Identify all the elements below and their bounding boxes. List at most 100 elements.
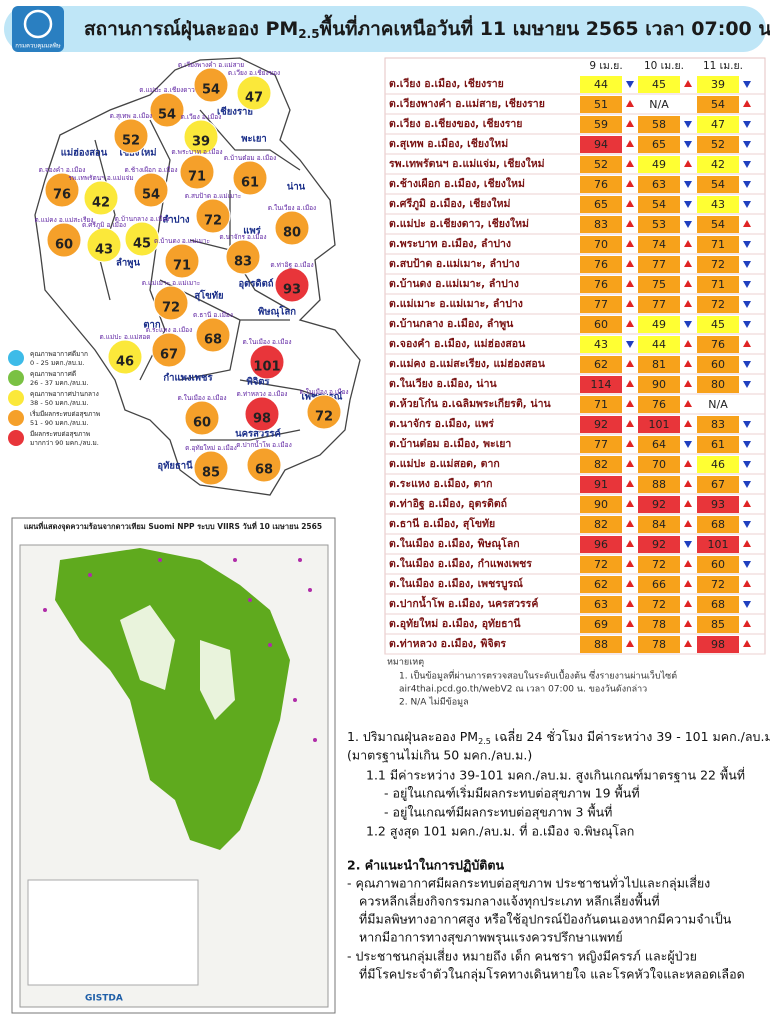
forest-area	[55, 548, 290, 850]
station-label: ต.สบป้าด อ.แม่เมาะ	[185, 192, 242, 200]
cell-bg	[697, 96, 739, 113]
cell-value: 90	[652, 378, 666, 391]
legend-range: มากกว่า 90 มคก./ลบ.ม.	[30, 439, 99, 447]
cell-value: 52	[711, 138, 725, 151]
trend-arrow	[684, 541, 692, 548]
cell-bg	[638, 636, 680, 653]
province-label: แพร่	[243, 226, 261, 237]
station-label: ต.ในเมือง อ.เมือง	[177, 394, 226, 402]
legend-swatch	[8, 410, 24, 426]
trend-arrow	[684, 181, 692, 188]
cell-value: 65	[652, 138, 666, 151]
cell-bg	[580, 256, 622, 273]
trend-arrow	[743, 500, 751, 507]
trend-arrow	[684, 520, 692, 527]
aqi-value: 72	[315, 410, 333, 425]
cell-value: 60	[711, 558, 725, 571]
cell-value: 84	[652, 518, 666, 531]
trend-arrow	[684, 160, 692, 167]
aqi-bubble	[306, 394, 342, 430]
trend-arrow	[626, 640, 634, 647]
station-label: ต.เวียง อ.เมือง	[181, 113, 222, 121]
aqi-value: 80	[283, 226, 301, 241]
cell-value: 69	[594, 618, 608, 631]
trend-arrow	[743, 181, 751, 188]
summary-first: 1. ปริมาณฝุ่นละออง PM2.5 เฉลี่ย 24 ชั่วโ…	[347, 728, 770, 746]
trend-arrow	[626, 200, 634, 207]
cell-bg	[580, 396, 622, 413]
logo-text: กรมควบคุมมลพิษ	[15, 43, 61, 50]
cell-bg	[697, 316, 739, 333]
cell-bg	[580, 556, 622, 573]
cell-bg	[638, 516, 680, 533]
station-label: ต.ท่าหลวง อ.เมือง	[237, 390, 288, 398]
map-layer: แม่ฮ่องสอน เชียงใหม่เชียงรายพะเยาน่านลำปา…	[8, 61, 349, 486]
cell-bg	[580, 636, 622, 653]
aqi-value: 60	[193, 416, 211, 431]
cell-value: 101	[708, 538, 729, 551]
station-label: ต.นาจักร อ.เมือง	[219, 233, 266, 241]
trend-arrow	[626, 540, 634, 547]
cell-bg	[638, 176, 680, 193]
cell-value: 47	[711, 118, 725, 131]
aqi-value: 45	[133, 237, 151, 252]
cell-bg	[697, 456, 739, 473]
province-label: กำแพงเพชร	[163, 373, 213, 384]
trend-arrow	[743, 561, 751, 568]
trend-arrow	[743, 381, 751, 388]
trend-arrow	[743, 481, 751, 488]
station-name: ต.ท่าหลวง อ.เมือง, พิจิตร	[389, 637, 506, 650]
cell-bg	[697, 556, 739, 573]
aqi-value: 72	[204, 214, 222, 229]
cell-bg	[638, 196, 680, 213]
cell-bg	[638, 396, 680, 413]
aqi-value: 39	[192, 135, 210, 150]
trend-arrow	[684, 360, 692, 367]
cell-bg	[697, 256, 739, 273]
cell-value: 85	[711, 618, 725, 631]
station-label: ต.บ้านกลาง อ.เมือง	[115, 215, 170, 223]
aqi-bubble	[183, 119, 219, 155]
cell-value: 59	[594, 118, 608, 131]
trend-arrow	[626, 160, 634, 167]
summary-line: (มาตรฐานไม่เกิน 50 มคก./ลบ.ม.)	[347, 748, 532, 763]
station-label: ต.อุทัยใหม่ อ.เมือง	[185, 444, 237, 452]
trend-arrow	[684, 640, 692, 647]
station-label: ต.เวียง อ.เชียงของ	[228, 69, 280, 77]
trend-arrow	[626, 380, 634, 387]
cell-bg	[580, 596, 622, 613]
legend-range: 38 - 50 มคก./ลบ.ม.	[30, 399, 88, 407]
legend-label: มีผลกระทบต่อสุขภาพ	[30, 430, 90, 438]
aqi-value: 68	[204, 333, 222, 348]
cell-value: 83	[711, 418, 725, 431]
cell-value: 67	[711, 478, 725, 491]
trend-arrow	[626, 400, 634, 407]
station-label: ต.ช้างเผือก อ.เมือง	[124, 166, 177, 174]
station-table: 9 เม.ย. 10 เม.ย. 11 เม.ย. ต.เวียง อ.เมือง, …	[384, 57, 766, 708]
aqi-bubble	[274, 267, 310, 303]
cell-value: 51	[594, 98, 608, 111]
cell-value: 76	[594, 258, 608, 271]
cell-bg	[697, 476, 739, 493]
cell-bg	[638, 136, 680, 153]
cell-value: 63	[652, 178, 666, 191]
cell-bg	[580, 516, 622, 533]
trend-arrow	[743, 121, 751, 128]
cell-bg	[638, 336, 680, 353]
aqi-value: 85	[202, 466, 220, 481]
cell-value: 63	[594, 598, 608, 611]
cell-value: 91	[594, 478, 608, 491]
aqi-value: 76	[53, 188, 71, 203]
station-label: ต.ศรีภูมิ อ.เมือง	[82, 221, 126, 229]
cell-bg	[638, 436, 680, 453]
cell-bg	[638, 156, 680, 173]
aqi-bubble	[193, 450, 229, 486]
station-name: ต.พระบาท อ.เมือง, ลำปาง	[389, 237, 511, 250]
cell-value: 82	[594, 458, 608, 471]
trend-arrow	[626, 420, 634, 427]
trend-arrow	[684, 420, 692, 427]
trend-arrow	[684, 221, 692, 228]
satellite-title: แผนที่แสดงจุดความร้อนจากดาวเทียม Suomi N…	[24, 520, 322, 531]
trend-arrow	[626, 300, 634, 307]
